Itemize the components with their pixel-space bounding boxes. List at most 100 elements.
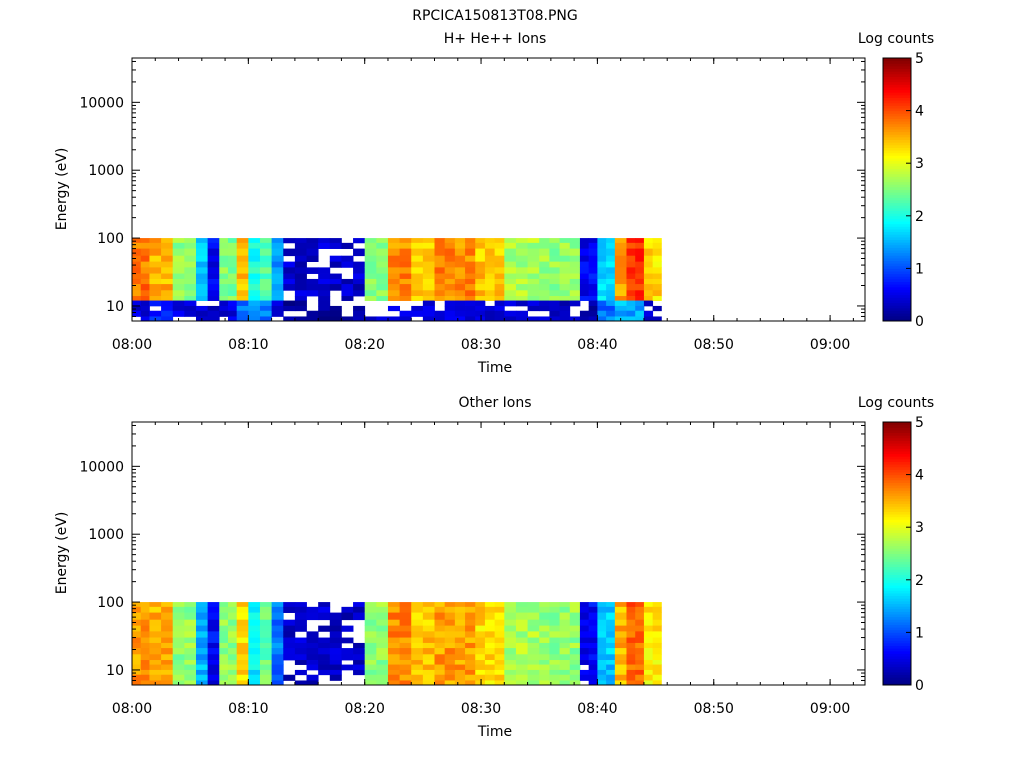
heatmap-cell [504,625,517,632]
heatmap-cell [434,255,446,262]
heatmap-cell [207,648,220,655]
heatmap-cell [364,612,377,621]
heatmap-cell [259,316,273,322]
heatmap-cell [227,664,238,671]
heatmap-cell [559,305,571,312]
heatmap-cell [149,242,162,249]
heatmap-cell [527,300,540,307]
x-tick-label: 08:40 [577,337,617,353]
heatmap-cell [294,642,307,649]
heatmap-cell [411,664,424,671]
heatmap-cell [643,654,654,661]
heatmap-cell [376,674,389,681]
colorbar-step [883,215,911,219]
heatmap-cell [184,669,197,676]
heatmap-cell [588,648,598,655]
heatmap-cell [364,316,377,322]
heatmap-cell [259,284,273,291]
heatmap-cell [248,296,261,301]
heatmap-cell [504,290,517,297]
colorbar-step [883,511,911,515]
colorbar-step [883,674,911,678]
heatmap-cell [259,606,273,613]
heatmap-cell [149,606,162,613]
heatmap-cell [559,625,571,632]
colorbar-tick-label: 4 [915,104,924,120]
colorbar-step [883,682,911,686]
heatmap-cell [444,267,456,274]
heatmap-cell [465,248,476,257]
heatmap-cell [219,648,229,655]
heatmap-cell [259,248,273,257]
heatmap-cell [484,316,496,322]
x-tick-label: 08:00 [112,701,152,717]
colorbar-step [883,582,911,586]
heatmap-cell [184,642,197,649]
heatmap-cell [597,261,607,268]
heatmap-cell [219,631,229,638]
heatmap-cell [227,602,238,608]
heatmap-cell [219,612,229,621]
heatmap-cell [227,278,238,285]
heatmap-cell [643,664,654,671]
heatmap-cell [549,637,560,644]
heatmap-cell [559,284,571,291]
heatmap-cell [149,310,162,317]
heatmap-cell [248,625,261,632]
heatmap-cell [207,674,220,681]
heatmap-cell [504,310,517,317]
heatmap-cell [549,238,560,244]
heatmap-cell [434,284,446,291]
heatmap-cell [494,669,505,676]
heatmap-cell [207,278,220,285]
heatmap-cell [161,238,174,244]
colorbar-step [883,461,911,465]
heatmap-cell [283,248,296,257]
heatmap-cell [411,680,424,686]
heatmap-cell [569,296,581,301]
heatmap-cell [434,238,446,244]
heatmap-cell [434,290,446,297]
x-tick-label: 08:20 [345,701,385,717]
heatmap-cell [484,284,496,291]
heatmap-cell [271,664,284,671]
heatmap-cell [132,267,142,274]
heatmap-cell [219,267,229,274]
heatmap-cell [248,619,261,626]
heatmap-cell [635,316,645,322]
colorbar-step [883,621,911,626]
heatmap-cell [569,261,581,268]
heatmap-cell [515,273,528,280]
heatmap-cell [465,278,476,285]
heatmap-cell [475,305,486,312]
heatmap-cell [515,631,528,638]
heatmap-cell [306,290,319,297]
colorbar-step [883,210,911,214]
heatmap-cell [140,625,150,632]
heatmap-cell [504,316,517,322]
heatmap-cell [184,300,197,307]
heatmap-cell [494,637,505,644]
heatmap-cell [494,300,505,307]
colorbar-step [883,471,911,476]
heatmap-cell [606,637,616,644]
heatmap-cell [434,602,446,608]
heatmap-cell [504,273,517,280]
heatmap-cell [626,631,636,638]
heatmap-cell [132,602,142,608]
heatmap-cell [248,255,261,262]
heatmap-cell [271,261,284,268]
heatmap-cell [559,680,571,686]
colorbar-step [883,632,911,636]
heatmap-cell [597,242,607,249]
heatmap-cell [294,255,307,262]
heatmap-cell [643,238,654,244]
heatmap-cell [387,612,400,621]
heatmap-cell [149,278,162,285]
heatmap-cell [588,238,598,244]
colorbar-step [883,669,911,673]
heatmap-cell [652,273,662,280]
heatmap-cell [306,660,319,665]
heatmap-cell [294,238,307,244]
